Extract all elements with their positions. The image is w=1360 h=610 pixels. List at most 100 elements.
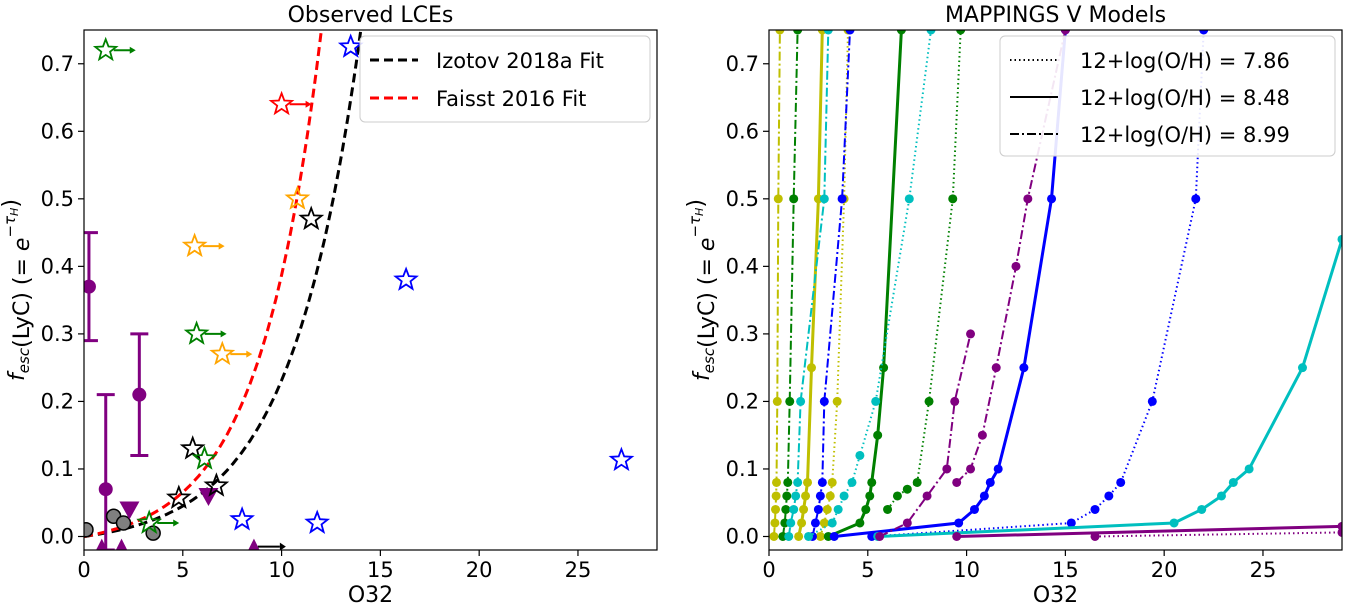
- model-point: [1116, 477, 1126, 487]
- star-arrow-head: [129, 46, 136, 54]
- model-line: [787, 30, 830, 537]
- model-point: [1090, 504, 1100, 514]
- model-point: [1011, 261, 1021, 271]
- model-point: [769, 531, 779, 541]
- model-point: [867, 477, 877, 487]
- y-tick-label: 0.0: [41, 524, 74, 548]
- left-panel-observed-lces: 0 5 10 15 20 25 0.0 0.1 0.2 0.3 0.4 0.5 0.6 0.7 Obse…: [0, 3, 658, 608]
- model-point: [865, 491, 875, 501]
- model-point: [803, 477, 813, 487]
- model-line: [811, 30, 851, 537]
- x-tick-label: 10: [953, 558, 980, 582]
- model-point: [786, 518, 796, 528]
- star-point: [229, 506, 255, 531]
- y-label-part: −τ: [686, 215, 704, 238]
- y-tick-label: 0.6: [726, 119, 759, 143]
- model-point: [827, 518, 837, 528]
- model-point: [855, 518, 865, 528]
- y-tick-label: 0.6: [41, 119, 74, 143]
- model-point: [1216, 491, 1226, 501]
- model-line: [797, 30, 824, 537]
- left-legend: Izotov 2018a Fit Faisst 2016 Fit: [359, 35, 651, 123]
- model-point: [1060, 30, 1070, 35]
- star-point: [284, 185, 311, 210]
- star-arrow-head: [220, 330, 227, 338]
- left-x-axis-label: O32: [348, 583, 393, 608]
- gray-circle-point: [84, 521, 94, 538]
- model-point: [827, 477, 837, 487]
- y-label-part: e: [695, 238, 720, 252]
- model-point: [1197, 504, 1207, 514]
- model-point: [902, 518, 912, 528]
- model-point: [861, 504, 871, 514]
- y-tick-label: 0.0: [726, 524, 759, 548]
- model-point: [948, 194, 958, 204]
- star-point: [393, 266, 419, 291]
- model-point: [985, 477, 995, 487]
- model-line: [1094, 531, 1342, 538]
- model-point: [942, 464, 952, 474]
- legend-label: 12+log(O/H) = 8.48: [1080, 86, 1290, 110]
- star-point: [179, 435, 206, 460]
- model-point: [977, 430, 987, 440]
- fit-curve: [84, 30, 363, 538]
- purple-point: [84, 279, 96, 294]
- model-point: [822, 504, 832, 514]
- star-point: [209, 340, 236, 366]
- model-point: [773, 194, 783, 204]
- y-label-part: esc: [15, 347, 33, 373]
- left-y-axis-label: fesc(LyC) (= e−τH): [0, 199, 35, 381]
- model-line: [877, 238, 1342, 538]
- y-tick-label: 0.3: [726, 322, 759, 346]
- legend-label: Izotov 2018a Fit: [436, 49, 604, 73]
- y-label-part: ): [684, 199, 709, 208]
- model-point: [783, 477, 793, 487]
- y-label-part: e: [10, 238, 35, 252]
- x-tick-label: 15: [1052, 558, 1079, 582]
- y-tick-label: 0.1: [41, 457, 74, 481]
- model-point: [813, 504, 823, 514]
- purple-point: [98, 482, 113, 497]
- model-point: [1337, 234, 1342, 244]
- model-point: [784, 531, 794, 541]
- y-label-part: esc: [700, 347, 718, 373]
- model-point: [833, 504, 843, 514]
- star-arrow-head: [173, 519, 180, 527]
- model-point: [1019, 363, 1029, 373]
- gray-circle-point: [115, 515, 132, 531]
- y-tick-label: 0.4: [41, 254, 74, 278]
- model-point: [806, 363, 816, 373]
- model-point: [781, 504, 791, 514]
- left-y-ticks: 0.0 0.1 0.2 0.3 0.4 0.5 0.6 0.7: [41, 52, 84, 548]
- star-arrow-head: [218, 242, 225, 250]
- model-point: [815, 531, 825, 541]
- model-point: [924, 396, 934, 406]
- model-point: [956, 30, 966, 35]
- model-point: [839, 491, 849, 501]
- right-plot-area: [769, 30, 1342, 541]
- y-tick-label: 0.2: [41, 389, 74, 413]
- model-point: [954, 518, 964, 528]
- purple-triangle-down: [119, 501, 140, 520]
- model-point: [1023, 194, 1033, 204]
- star-point: [298, 205, 325, 231]
- purple-point: [132, 387, 147, 402]
- x-tick-label: 15: [367, 558, 394, 582]
- y-label-part: H: [693, 208, 706, 216]
- model-point: [1244, 464, 1254, 474]
- model-point: [896, 30, 906, 35]
- model-point: [1169, 518, 1179, 528]
- model-point: [789, 504, 799, 514]
- model-point: [1090, 531, 1100, 541]
- left-plot-area: [84, 30, 635, 550]
- model-point: [847, 477, 857, 487]
- model-point: [991, 363, 1001, 373]
- y-tick-label: 0.2: [726, 389, 759, 413]
- model-line: [956, 524, 1342, 538]
- model-point: [875, 531, 885, 541]
- model-point: [883, 504, 893, 514]
- legend-box: [359, 35, 651, 123]
- star-point: [183, 320, 210, 345]
- model-point: [1297, 363, 1307, 373]
- model-point: [799, 504, 809, 514]
